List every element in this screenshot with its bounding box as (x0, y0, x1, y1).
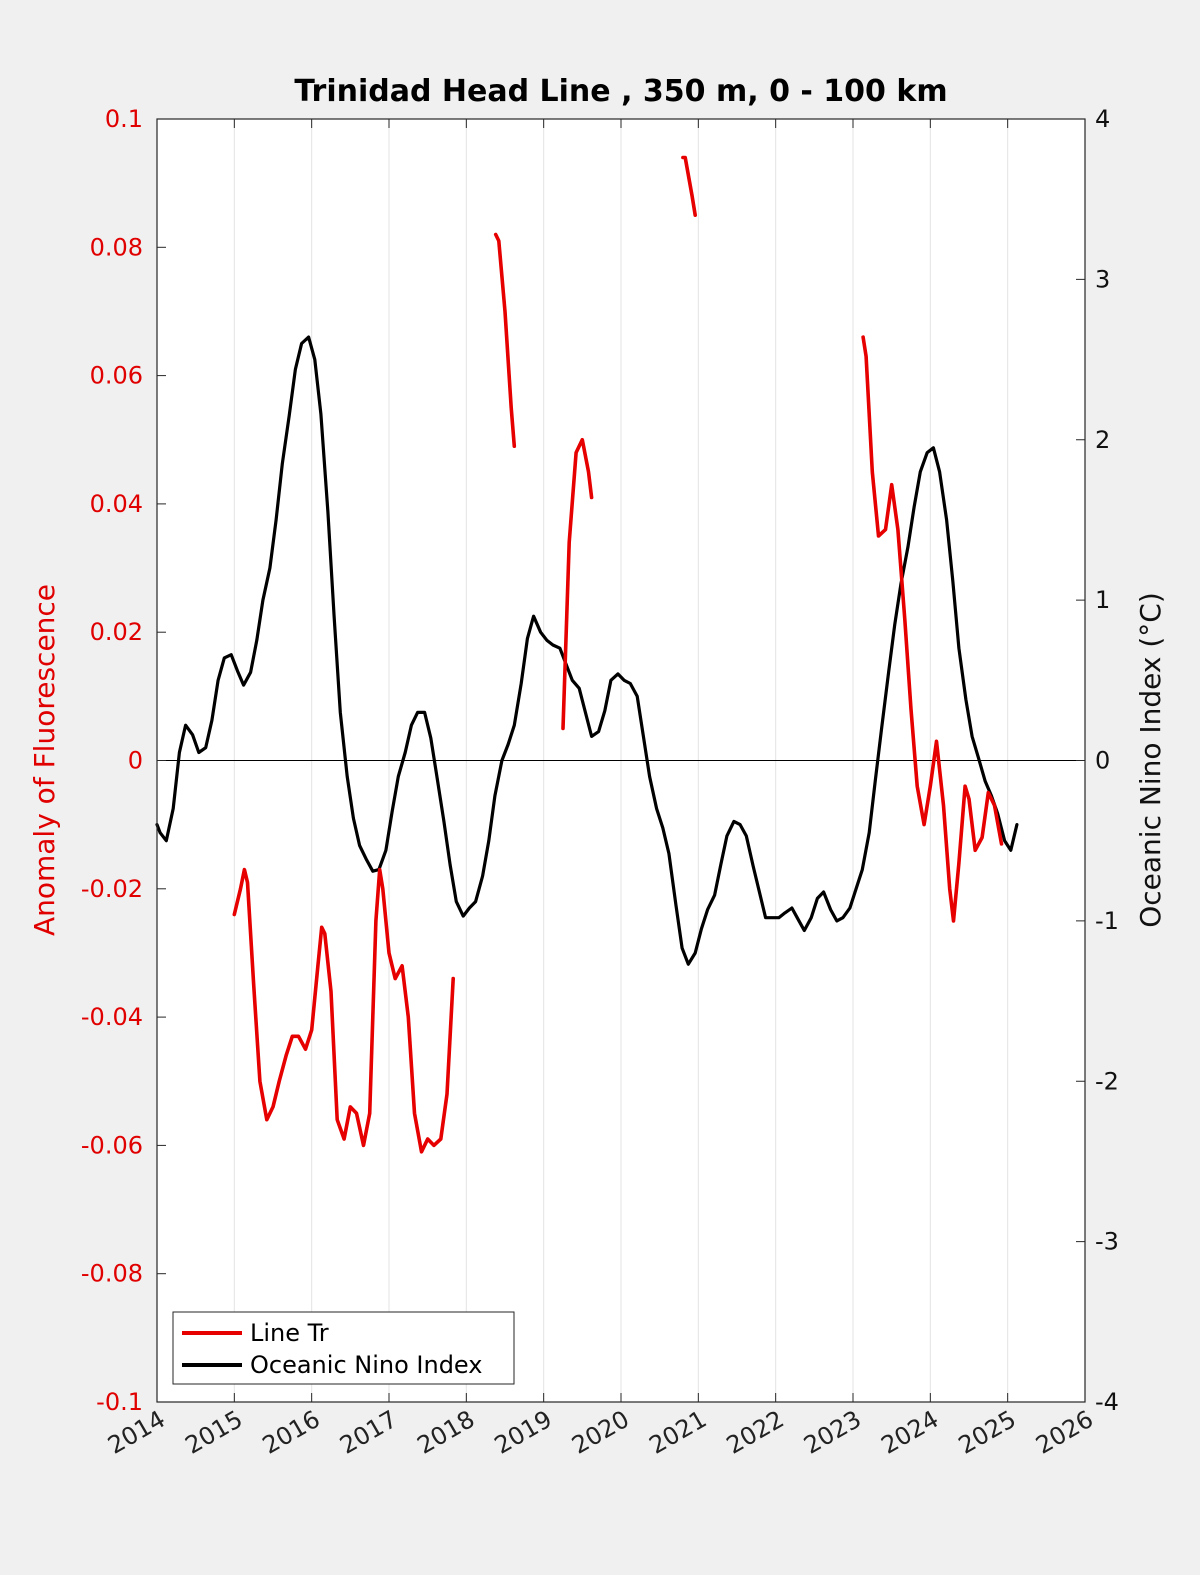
y-axis-right-label: Oceanic Nino Index (°C) (1134, 592, 1167, 928)
y-right-tick-label: 2 (1095, 426, 1110, 454)
legend-box (172, 1311, 515, 1385)
y-left-tick-label: 0.1 (105, 105, 143, 133)
y-left-tick-label: -0.1 (96, 1388, 143, 1416)
fluorescence-series-segment (561, 437, 594, 731)
tick-marks (156, 118, 1086, 1403)
legend-label-oni: Oceanic Nino Index (250, 1351, 482, 1379)
y-left-tick-label: 0.02 (90, 618, 143, 646)
y-right-tick-label: -1 (1095, 907, 1119, 935)
y-left-tick-label: -0.08 (81, 1260, 143, 1288)
y-left-tick-label: -0.06 (81, 1131, 143, 1159)
fluorescence-series-segment (232, 867, 455, 1154)
y-right-tick-label: 0 (1095, 747, 1110, 775)
y-right-tick-label: 1 (1095, 586, 1110, 614)
fluorescence-series-segment (861, 335, 1004, 923)
y-left-tick-label: -0.04 (81, 1003, 143, 1031)
y-left-tick-label: 0.06 (90, 362, 143, 390)
y-right-tick-label: 3 (1095, 265, 1110, 293)
y-axis-left-label: Anomaly of Fluorescence (28, 584, 61, 936)
y-left-tick-label: -0.02 (81, 875, 143, 903)
fluorescence-series-segment (681, 155, 697, 217)
y-right-tick-label: -3 (1095, 1228, 1119, 1256)
y-right-tick-label: -2 (1095, 1067, 1119, 1095)
chart-title: Trinidad Head Line , 350 m, 0 - 100 km (294, 74, 947, 109)
legend: Line Tr Oceanic Nino Index (172, 1311, 515, 1385)
fluorescence-series-segment (493, 232, 517, 448)
y-right-tick-label: -4 (1095, 1388, 1119, 1416)
y-left-tick-label: 0 (128, 747, 143, 775)
series-layer (155, 155, 1019, 1154)
y-left-tick-label: 0.08 (90, 233, 143, 261)
oni-series-line (155, 335, 1019, 966)
legend-label-fluorescence: Line Tr (250, 1319, 329, 1347)
y-right-tick-label: 4 (1095, 105, 1110, 133)
y-left-tick-label: 0.04 (90, 490, 143, 518)
